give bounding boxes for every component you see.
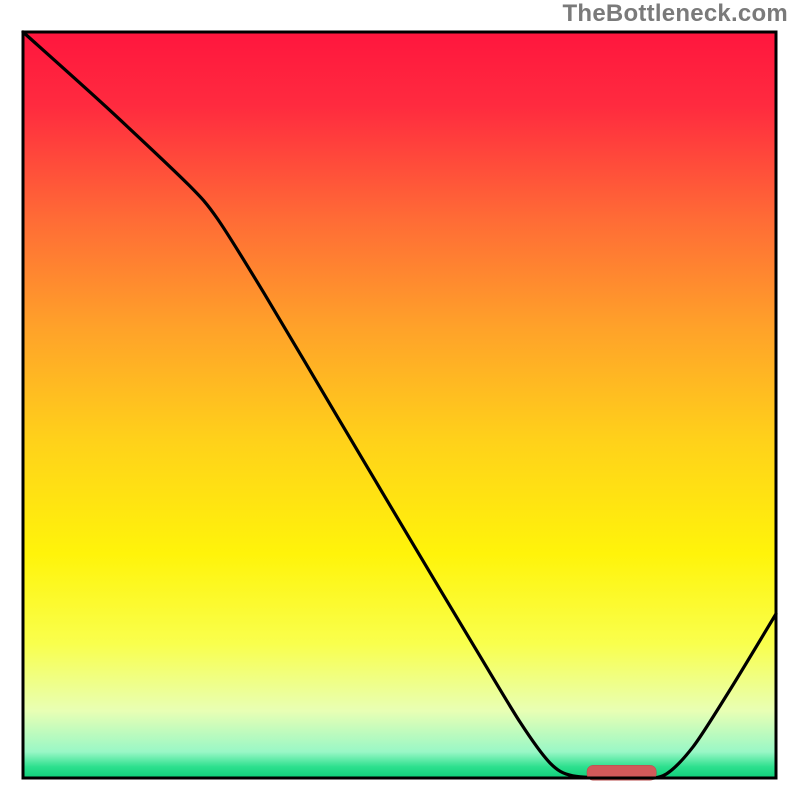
bottleneck-chart: TheBottleneck.com (0, 0, 800, 800)
chart-svg (0, 0, 800, 800)
watermark-text: TheBottleneck.com (563, 0, 788, 28)
chart-background (23, 32, 776, 778)
